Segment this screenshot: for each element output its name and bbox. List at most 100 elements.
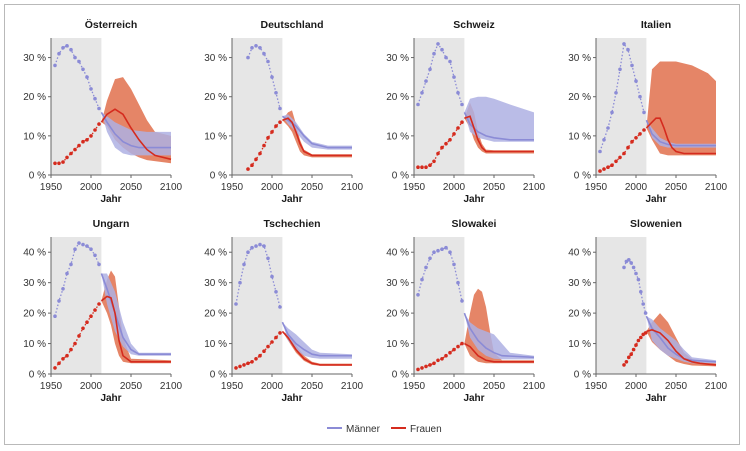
y-tick-label: 30 % — [568, 53, 591, 64]
x-tick-label: 2000 — [261, 182, 284, 193]
x-axis-label: Jahr — [281, 194, 302, 205]
legend-women-label: Frauen — [410, 424, 442, 435]
women-history-line — [235, 332, 281, 369]
men-history-point — [270, 274, 274, 279]
x-tick-label: 1950 — [403, 381, 426, 392]
men-history-point — [448, 250, 452, 254]
men-history-point — [460, 299, 464, 303]
y-tick-label: 10 % — [23, 131, 46, 142]
x-tick-label: 2000 — [261, 381, 284, 392]
men-uncertainty-band — [646, 120, 716, 148]
men-projection-line — [463, 112, 534, 141]
y-tick-label: 20 % — [386, 92, 409, 103]
women-projection-line — [281, 330, 352, 366]
men-history-point — [456, 280, 460, 285]
men-history-point — [242, 262, 246, 267]
y-tick-label: 0 % — [210, 171, 227, 182]
women-history-line — [54, 303, 100, 369]
y-tick-label: 10 % — [568, 131, 591, 142]
x-tick-label: 2000 — [443, 182, 466, 193]
y-tick-label: 10 % — [204, 131, 227, 142]
women-history-point — [460, 120, 464, 124]
women-projection-line — [100, 295, 171, 363]
x-axis-label: Jahr — [100, 194, 121, 205]
y-tick-label: 10 % — [386, 339, 409, 350]
x-tick-label: 1950 — [585, 381, 608, 392]
y-tick-label: 0 % — [29, 370, 46, 381]
x-tick-label: 1950 — [403, 182, 426, 193]
men-uncertainty-band — [464, 96, 534, 142]
x-tick-label: 1950 — [40, 381, 63, 392]
x-tick-label: 2100 — [160, 381, 183, 392]
women-history-point — [456, 126, 460, 130]
history-shade — [51, 237, 102, 374]
men-projection-line — [281, 321, 352, 357]
y-tick-label: 0 % — [574, 370, 591, 381]
x-tick-label: 2100 — [341, 182, 364, 193]
x-axis-label: Jahr — [100, 393, 121, 404]
women-history-point — [262, 349, 266, 354]
x-tick-label: 2050 — [301, 381, 324, 392]
y-tick-label: 20 % — [23, 92, 46, 103]
panel-tschechien: Tschechien 0 % 10 % 20 % 30 % 40 % 1950 2000 205… — [204, 218, 363, 404]
x-axis-label: Jahr — [463, 393, 484, 404]
x-tick-label: 2100 — [341, 381, 364, 392]
y-tick-label: 10 % — [386, 131, 409, 142]
history-shade — [232, 237, 283, 374]
history-shade — [596, 237, 647, 374]
panel-title: Slowenien — [630, 218, 682, 230]
panel-oesterreich: Österreich 0 % 10 % 20 % 30 % 1950 2000 2050 210… — [23, 18, 182, 205]
women-history-line — [599, 129, 645, 172]
y-tick-label: 20 % — [23, 309, 46, 320]
men-history-line — [235, 243, 281, 308]
x-tick-label: 2100 — [705, 182, 728, 193]
women-history-point — [69, 347, 73, 352]
women-history-point — [622, 363, 626, 367]
x-tick-label: 2050 — [483, 381, 506, 392]
men-history-point — [428, 256, 432, 261]
panel-title: Slowakei — [452, 218, 497, 230]
panel-italien: Italien 0 % 10 % 20 % 30 % 1950 2000 2050 2100 Ja… — [568, 19, 727, 205]
men-history-point — [639, 290, 643, 294]
men-history-line — [54, 242, 100, 317]
men-projection-line — [463, 312, 535, 359]
panel-title: Deutschland — [260, 19, 323, 31]
x-tick-label: 2000 — [80, 182, 103, 193]
x-tick-label: 2000 — [80, 381, 103, 392]
y-tick-label: 30 % — [568, 278, 591, 289]
men-uncertainty-band — [282, 322, 352, 359]
y-tick-label: 30 % — [386, 53, 409, 64]
women-projection-line — [282, 117, 352, 157]
x-tick-label: 2050 — [120, 381, 143, 392]
x-tick-label: 2100 — [705, 381, 728, 392]
women-history-point — [53, 366, 57, 370]
y-tick-label: 10 % — [568, 339, 591, 350]
y-tick-label: 20 % — [568, 92, 591, 103]
x-tick-label: 2050 — [665, 182, 688, 193]
panels: Österreich 0 % 10 % 20 % 30 % 1950 2000 2050 210… — [23, 18, 727, 404]
x-tick-label: 2000 — [625, 182, 648, 193]
x-axis-label: Jahr — [645, 393, 666, 404]
y-tick-label: 40 % — [204, 248, 227, 259]
panel-title: Tschechien — [264, 218, 321, 230]
men-history-line — [54, 45, 100, 109]
women-history-point — [444, 353, 448, 358]
panel-deutschland: Deutschland 0 % 10 % 20 % 30 % 1950 2000 2050 21… — [204, 19, 363, 205]
x-tick-label: 2100 — [523, 182, 546, 193]
men-history-line — [417, 42, 463, 105]
y-tick-label: 40 % — [386, 248, 409, 259]
men-history-point — [278, 106, 282, 111]
y-tick-label: 30 % — [386, 278, 409, 289]
small-multiples-chart: Österreich 0 % 10 % 20 % 30 % 1950 2000 2050 210… — [23, 18, 727, 435]
men-uncertainty-band — [101, 112, 171, 156]
panel-slowenien: Slowenien 0 % 10 % 20 % 30 % 40 % 1950 2000 2050… — [568, 218, 727, 404]
x-axis-label: Jahr — [281, 393, 302, 404]
panel-slowakei: Slowakei 0 % 10 % 20 % 30 % 40 % 1950 2000 2050 2… — [386, 218, 545, 404]
men-projection-line — [100, 273, 171, 356]
x-tick-label: 2100 — [523, 381, 546, 392]
women-projection-line — [645, 117, 716, 155]
figure-frame: Österreich 0 % 10 % 20 % 30 % 1950 2000 2050 210… — [4, 4, 740, 445]
y-tick-label: 20 % — [568, 309, 591, 320]
y-tick-label: 30 % — [23, 278, 46, 289]
x-tick-label: 2000 — [443, 381, 466, 392]
